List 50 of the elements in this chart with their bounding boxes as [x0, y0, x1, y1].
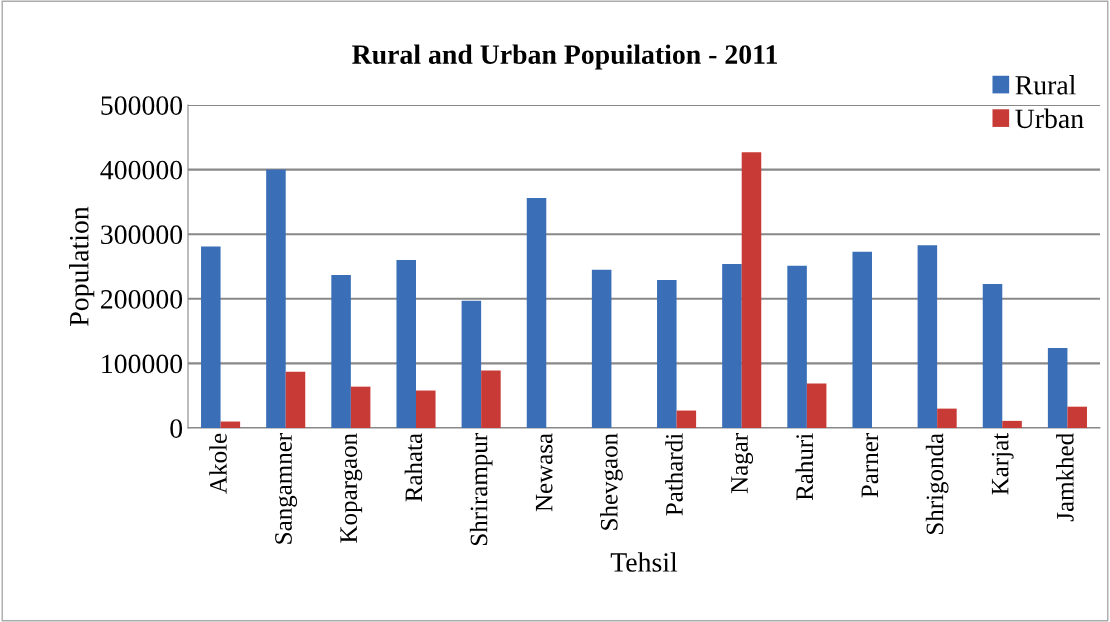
bar [722, 263, 742, 428]
x-axis-title: Tehsil [610, 552, 678, 572]
bar [461, 300, 482, 428]
y-tick-label: 300000 [101, 225, 183, 245]
x-tick-label: Karjat [991, 433, 1014, 495]
bar [741, 152, 762, 428]
bar [917, 245, 938, 428]
bar [481, 370, 501, 428]
bar [852, 251, 872, 428]
x-tick-label: Pathardi [665, 433, 683, 516]
x-tick-label: Jamkhed [1056, 433, 1074, 522]
x-tick-label: Shevgaon [600, 433, 623, 530]
bar [266, 169, 286, 428]
legend-label: Urban [1015, 108, 1084, 129]
bar [591, 269, 612, 428]
bar [396, 260, 416, 428]
bar [220, 421, 241, 428]
x-tick-label: Newasa [535, 433, 553, 512]
x-tick-label: Nagar [731, 433, 754, 494]
y-tick-label: 0 [170, 419, 183, 438]
y-tick-label: 100000 [102, 354, 183, 374]
x-tick-label: Rahuri [795, 433, 814, 501]
x-tick-label: Shrirampur [469, 433, 493, 546]
x-tick-label: Rahata [404, 433, 423, 502]
x-tick-label: Akole [209, 433, 227, 494]
bar [416, 390, 436, 428]
bar [201, 246, 221, 428]
x-tick-label: Sangamner [275, 433, 298, 544]
y-tick-label: 500000 [101, 96, 183, 115]
legend-label: Rural [1015, 75, 1076, 95]
chart-title: Rural and Urban Popuilation - 2011 [352, 44, 777, 70]
y-tick-label: 400000 [100, 160, 183, 180]
x-tick-label: Shrigonda [925, 433, 949, 534]
bar [285, 371, 306, 428]
bar [657, 280, 677, 428]
y-axis-title: Population [69, 206, 95, 326]
x-tick-label: Parner [861, 433, 879, 498]
bar [676, 410, 697, 428]
bar [1047, 347, 1068, 428]
bar [350, 386, 371, 428]
bar [1067, 406, 1087, 428]
y-tick-label: 200000 [101, 289, 183, 309]
x-tick-label: Kopargaon [340, 433, 363, 543]
bar [1002, 420, 1022, 428]
bar [526, 198, 547, 428]
bar [331, 274, 351, 428]
bar [982, 283, 1003, 428]
bar [787, 265, 807, 428]
bar [806, 383, 827, 428]
bar [937, 408, 957, 428]
